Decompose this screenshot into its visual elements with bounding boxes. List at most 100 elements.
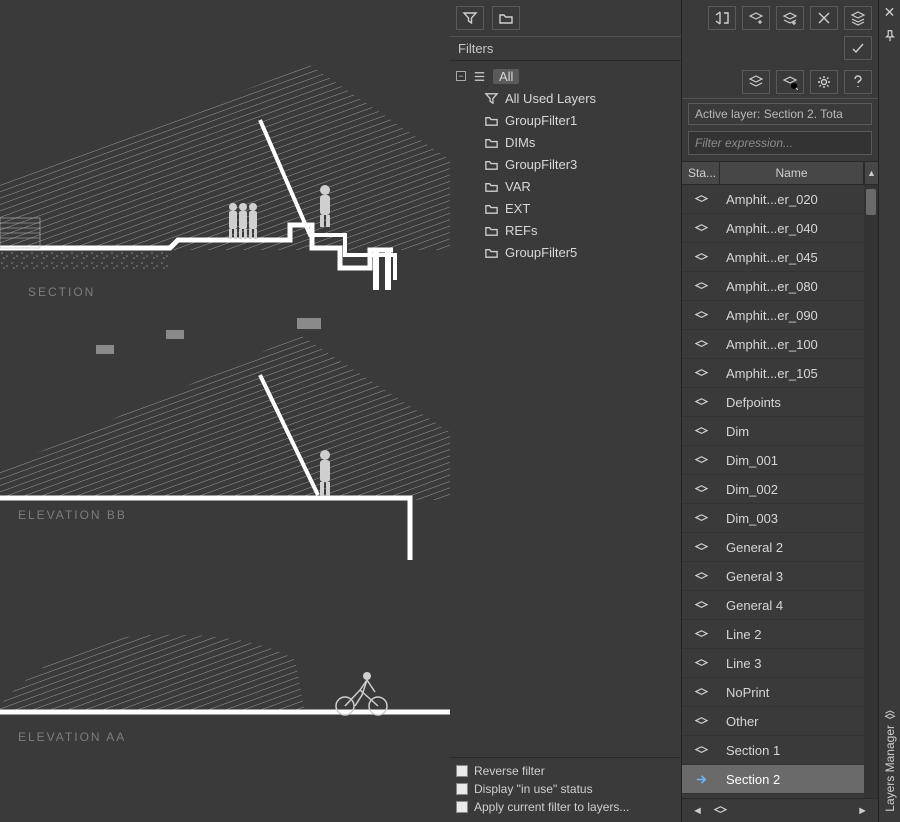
layer-filter-input[interactable]: [688, 131, 872, 155]
set-current-button[interactable]: [844, 36, 872, 60]
scrollbar-thumb[interactable]: [866, 189, 876, 215]
column-status-header[interactable]: Sta...: [682, 162, 720, 184]
tree-item[interactable]: DIMs: [454, 131, 677, 153]
elevation-aa-label: ELEVATION AA: [18, 730, 126, 744]
layer-name-cell: General 2: [720, 540, 864, 555]
new-layer-frozen-button[interactable]: [776, 6, 804, 30]
layer-row[interactable]: Line 2: [682, 620, 864, 649]
layer-row[interactable]: NoPrint: [682, 678, 864, 707]
layer-status-cell: [682, 743, 720, 758]
folder-icon: [484, 223, 499, 238]
new-layer-button[interactable]: [742, 6, 770, 30]
filter-icon: [484, 91, 499, 106]
layer-icon: [694, 221, 709, 236]
layer-status-cell: [682, 366, 720, 381]
tree-item[interactable]: All Used Layers: [454, 87, 677, 109]
layer-name-cell: Dim_001: [720, 453, 864, 468]
drawing-svg: [0, 0, 450, 822]
apply-filter-label: Apply current filter to layers...: [474, 798, 629, 816]
close-panel-button[interactable]: ✕: [882, 4, 898, 20]
settings-button[interactable]: [810, 70, 838, 94]
scroll-up-icon[interactable]: ▲: [864, 162, 878, 184]
isolate-layers-button[interactable]: [776, 70, 804, 94]
tree-item-label: GroupFilter5: [505, 245, 577, 260]
layer-row[interactable]: Dim_003: [682, 504, 864, 533]
layer-row[interactable]: Section 2: [682, 765, 864, 794]
display-inuse-checkbox[interactable]: Display "in use" status: [456, 780, 675, 798]
layer-icon: [694, 453, 709, 468]
layer-row[interactable]: General 3: [682, 562, 864, 591]
layer-row[interactable]: Amphit...er_040: [682, 214, 864, 243]
vertical-scrollbar[interactable]: [864, 185, 878, 798]
tree-item[interactable]: GroupFilter5: [454, 241, 677, 263]
layer-status-cell: [682, 772, 720, 787]
layer-name-cell: Amphit...er_045: [720, 250, 864, 265]
display-inuse-label: Display "in use" status: [474, 780, 593, 798]
reverse-filter-checkbox[interactable]: Reverse filter: [456, 762, 675, 780]
nav-right-button[interactable]: ►: [853, 805, 872, 817]
layer-row[interactable]: Dim_002: [682, 475, 864, 504]
pin-panel-button[interactable]: [882, 28, 898, 44]
dock-title[interactable]: Layers Manager: [883, 709, 897, 812]
filters-tree[interactable]: − All All Used LayersGroupFilter1DIMsGro…: [450, 61, 681, 757]
layer-row[interactable]: Line 3: [682, 649, 864, 678]
layer-row[interactable]: Section 1: [682, 736, 864, 765]
layer-icon: [694, 279, 709, 294]
layer-status-cell: [682, 308, 720, 323]
layer-row[interactable]: Dim_001: [682, 446, 864, 475]
column-name-header[interactable]: Name: [720, 162, 864, 184]
tree-item-label: VAR: [505, 179, 531, 194]
layer-icon: [694, 424, 709, 439]
layer-row[interactable]: TExt 1: [682, 794, 864, 798]
section-drawing: [0, 65, 450, 290]
layer-name-cell: Defpoints: [720, 395, 864, 410]
layer-row[interactable]: Amphit...er_020: [682, 185, 864, 214]
layer-row[interactable]: Other: [682, 707, 864, 736]
checkbox-icon: [456, 801, 468, 813]
layer-row[interactable]: Amphit...er_105: [682, 359, 864, 388]
layer-icon: [713, 803, 728, 818]
tree-item[interactable]: GroupFilter1: [454, 109, 677, 131]
help-button[interactable]: [844, 70, 872, 94]
nav-left-button[interactable]: ◄: [688, 805, 707, 817]
layer-row[interactable]: Amphit...er_090: [682, 301, 864, 330]
layer-status-cell: [682, 685, 720, 700]
layer-icon: [694, 395, 709, 410]
layers-statusbar: ◄ ►: [682, 798, 878, 822]
purge-layers-button[interactable]: [844, 6, 872, 30]
panels-container: Filters − All All Used LayersGroupFilter…: [450, 0, 900, 822]
layer-icon: [694, 540, 709, 555]
toggle-filters-button[interactable]: [708, 6, 736, 30]
layer-name-cell: General 4: [720, 598, 864, 613]
layer-row[interactable]: Amphit...er_100: [682, 330, 864, 359]
checkbox-icon: [456, 765, 468, 777]
layer-row[interactable]: Dim: [682, 417, 864, 446]
apply-filter-checkbox[interactable]: Apply current filter to layers...: [456, 798, 675, 816]
tree-item[interactable]: GroupFilter3: [454, 153, 677, 175]
layer-icon: [694, 569, 709, 584]
layer-status-cell: [682, 627, 720, 642]
delete-layer-button[interactable]: [810, 6, 838, 30]
layer-row[interactable]: Defpoints: [682, 388, 864, 417]
layer-name-cell: NoPrint: [720, 685, 864, 700]
layer-row[interactable]: Amphit...er_080: [682, 272, 864, 301]
layer-row[interactable]: General 2: [682, 533, 864, 562]
layer-name-cell: Amphit...er_105: [720, 366, 864, 381]
tree-root-all[interactable]: − All: [454, 65, 677, 87]
tree-item[interactable]: REFs: [454, 219, 677, 241]
expand-toggle-icon[interactable]: −: [456, 71, 466, 81]
reverse-filter-label: Reverse filter: [474, 762, 545, 780]
drawing-canvas[interactable]: SECTION ELEVATION BB ELEVATION AA: [0, 0, 450, 822]
tree-item-label: EXT: [505, 201, 530, 216]
tree-item[interactable]: EXT: [454, 197, 677, 219]
elevation-bb-label: ELEVATION BB: [18, 508, 127, 522]
layer-row[interactable]: General 4: [682, 591, 864, 620]
layer-row[interactable]: Amphit...er_045: [682, 243, 864, 272]
layer-states-button[interactable]: [742, 70, 770, 94]
folder-icon: [484, 113, 499, 128]
tree-item-label: REFs: [505, 223, 538, 238]
tree-item[interactable]: VAR: [454, 175, 677, 197]
new-group-filter-button[interactable]: [492, 6, 520, 30]
new-property-filter-button[interactable]: [456, 6, 484, 30]
layer-name-cell: Amphit...er_100: [720, 337, 864, 352]
